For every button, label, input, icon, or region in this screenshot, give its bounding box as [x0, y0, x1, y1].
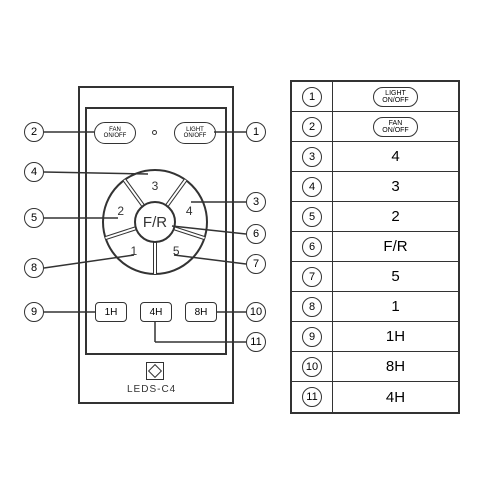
legend-val-6: F/R [333, 238, 458, 255]
legend-val-9: 1H [333, 328, 458, 345]
legend-val-3: 4 [333, 148, 458, 165]
timer-button-4h[interactable]: 4H [140, 302, 172, 322]
legend-val-4: 3 [333, 178, 458, 195]
legend-num-9: 9 [302, 327, 322, 347]
legend-row: 10 8H [292, 352, 458, 382]
legend-num-6: 6 [302, 237, 322, 257]
callout-6: 6 [246, 224, 266, 244]
timer-button-8h[interactable]: 8H [185, 302, 217, 322]
legend-val-10: 8H [333, 358, 458, 375]
legend-val-2: FANON/OFF [333, 117, 458, 137]
light-button[interactable]: LIGHTON/OFF [174, 122, 216, 144]
legend-row: 81 [292, 292, 458, 322]
timer-button-1h[interactable]: 1H [95, 302, 127, 322]
legend-row: 11 4H [292, 382, 458, 412]
legend-table: 1LIGHTON/OFF2FANON/OFF3443526F/R758191H1… [290, 80, 460, 414]
legend-row: 34 [292, 142, 458, 172]
callout-2: 2 [24, 122, 44, 142]
callout-8: 8 [24, 258, 44, 278]
legend-row: 43 [292, 172, 458, 202]
legend-row: 6 F/R [292, 232, 458, 262]
legend-row: 9 1H [292, 322, 458, 352]
callout-9: 9 [24, 302, 44, 322]
callout-4: 4 [24, 162, 44, 182]
legend-num-2: 2 [302, 117, 322, 137]
brand-text: LEDS-C4 [127, 384, 176, 395]
legend-num-7: 7 [302, 267, 322, 287]
callout-7: 7 [246, 254, 266, 274]
callout-1: 1 [246, 122, 266, 142]
legend-num-11: 11 [302, 387, 322, 407]
legend-val-11: 4H [333, 389, 458, 406]
legend-row: 52 [292, 202, 458, 232]
legend-num-4: 4 [302, 177, 322, 197]
callout-3: 3 [246, 192, 266, 212]
legend-num-3: 3 [302, 147, 322, 167]
legend-val-5: 2 [333, 208, 458, 225]
brand-logo-icon [146, 362, 164, 380]
legend-num-10: 10 [302, 357, 322, 377]
callout-11: 11 [246, 332, 266, 352]
legend-num-8: 8 [302, 297, 322, 317]
indicator-led [152, 130, 157, 135]
legend-val-7: 5 [333, 268, 458, 285]
legend-row: 75 [292, 262, 458, 292]
legend-row: 2 FANON/OFF [292, 112, 458, 142]
fan-button[interactable]: FANON/OFF [94, 122, 136, 144]
callout-10: 10 [246, 302, 266, 322]
legend-num-5: 5 [302, 207, 322, 227]
legend-val-1: LIGHTON/OFF [333, 87, 458, 107]
legend-val-8: 1 [333, 298, 458, 315]
legend-row: 1 LIGHTON/OFF [292, 82, 458, 112]
legend-num-1: 1 [302, 87, 322, 107]
callout-5: 5 [24, 208, 44, 228]
